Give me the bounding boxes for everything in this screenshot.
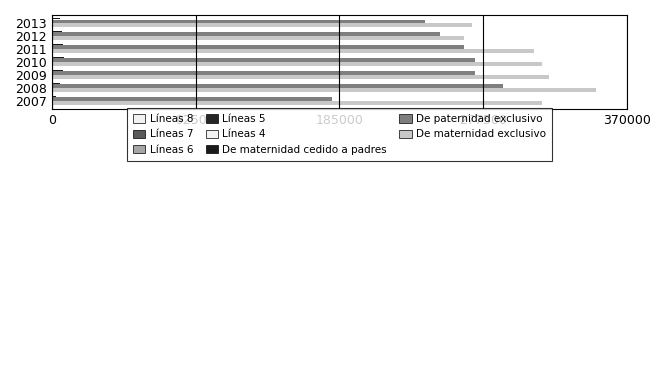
Bar bbox=[52, 97, 332, 101]
Bar bbox=[52, 20, 425, 23]
Legend: Líneas 8, Líneas 7, Líneas 6, Líneas 5, Líneas 4, De maternidad cedido a padres,: Líneas 8, Líneas 7, Líneas 6, Líneas 5, … bbox=[127, 108, 552, 161]
Bar bbox=[52, 49, 533, 53]
Bar bbox=[52, 31, 62, 32]
Bar bbox=[52, 96, 57, 97]
Bar bbox=[52, 62, 541, 66]
Bar bbox=[52, 18, 59, 19]
Bar bbox=[52, 83, 59, 84]
Bar bbox=[52, 36, 464, 40]
Bar bbox=[52, 70, 63, 71]
Bar bbox=[52, 84, 503, 88]
Bar bbox=[52, 44, 63, 45]
Bar bbox=[52, 58, 475, 62]
Bar bbox=[52, 101, 541, 105]
Bar bbox=[52, 57, 64, 58]
Bar bbox=[52, 75, 549, 79]
Bar bbox=[52, 23, 472, 27]
Bar bbox=[52, 88, 596, 92]
Bar bbox=[52, 45, 464, 49]
Bar bbox=[52, 71, 475, 75]
Bar bbox=[52, 33, 440, 36]
